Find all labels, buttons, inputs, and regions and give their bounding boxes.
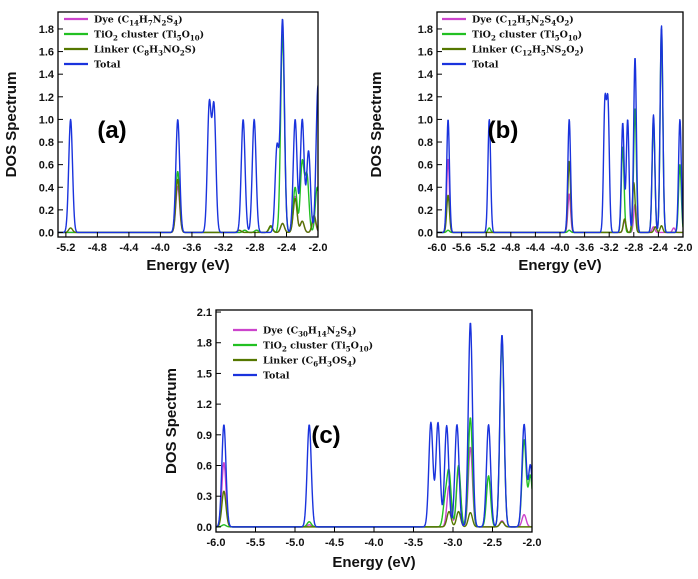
y-tick-label: 2.1 (197, 307, 212, 319)
x-tick-label: -4.0 (151, 242, 170, 254)
y-tick-label: 1.6 (418, 47, 433, 59)
y-tick-label: 0.8 (39, 137, 54, 149)
series-line-linker (437, 160, 683, 234)
series-line-total (58, 18, 318, 234)
x-tick-label: -6.0 (207, 537, 226, 549)
x-tick-label: -5.0 (286, 537, 305, 549)
y-tick-label: 1.5 (197, 368, 212, 380)
legend: Dye (C30​H14​N2​S4​) TiO2​ cluster (Ti5​O… (233, 326, 373, 382)
x-tick-label: -2.8 (624, 242, 643, 254)
y-tick-label: 0.8 (418, 137, 433, 149)
legend-entry: Linker (C8​H3​NO2​S) (94, 45, 196, 58)
panel-label: (c) (311, 422, 340, 449)
y-tick-label: 1.8 (197, 338, 212, 350)
series-group (58, 18, 318, 234)
x-tick-label: -2.0 (309, 242, 328, 254)
y-tick-label: 0.4 (418, 182, 434, 194)
x-tick-label: -4.4 (526, 242, 546, 254)
legend: Dye (C14​H7​N2​S4​) TiO2​ cluster (Ti5​O1… (64, 15, 204, 71)
series-group (437, 25, 683, 234)
y-tick-label: 0.2 (418, 205, 433, 217)
legend-entry: Total (472, 60, 499, 71)
y-tick-label: 1.2 (197, 399, 212, 411)
y-tick-label: 0.4 (39, 182, 55, 194)
x-tick-label: -2.0 (674, 242, 693, 254)
y-tick-label: 0.6 (418, 160, 433, 172)
legend-entry: Total (263, 371, 290, 382)
x-tick-label: -2.4 (277, 242, 297, 254)
x-tick-label: -2.0 (523, 537, 542, 549)
x-axis-label: Energy (eV) (146, 257, 229, 274)
x-tick-label: -2.8 (245, 242, 264, 254)
y-tick-label: 1.0 (39, 114, 54, 126)
y-tick-label: 1.4 (39, 69, 55, 81)
y-tick-label: 1.4 (418, 69, 434, 81)
legend-entry: TiO2​ cluster (Ti5​O10​) (263, 341, 373, 354)
x-tick-label: -3.2 (214, 242, 233, 254)
y-tick-label: 1.2 (418, 92, 433, 104)
x-tick-label: -2.4 (649, 242, 669, 254)
x-axis-label: Energy (eV) (518, 257, 601, 274)
y-tick-label: 1.8 (418, 24, 433, 36)
x-tick-label: -3.0 (444, 537, 463, 549)
y-tick-label: 0.2 (39, 205, 54, 217)
x-tick-label: -5.5 (246, 537, 265, 549)
series-line-dye (437, 158, 683, 234)
y-tick-label: 0.9 (197, 430, 212, 442)
panel-a: -5.2 -4.8 -4.4 -4.0 -3.6 -3.2 -2.8 -2.4 -2.0 0.0 0… (3, 11, 328, 274)
panel-c: -6.0 -5.5 -5.0 -4.5 -4.0 -3.5 -3.0 -2.5 -2.0 0.0 0… (163, 307, 541, 571)
legend-entry: Dye (C30​H14​N2​S4​) (263, 326, 356, 339)
y-tick-label: 0.6 (39, 160, 54, 172)
legend-entry: Dye (C12​H5​N2​S4​O2​) (472, 15, 574, 28)
y-axis-label: DOS Spectrum (368, 72, 385, 178)
x-axis-label: Energy (eV) (332, 554, 415, 571)
legend-entry: Dye (C14​H7​N2​S4​) (94, 15, 183, 28)
y-tick-label: 0.0 (418, 227, 433, 239)
y-tick-label: 1.0 (418, 114, 433, 126)
x-tick-label: -2.5 (483, 537, 502, 549)
x-tick-label: -6.0 (428, 242, 447, 254)
x-tick-label: -3.2 (600, 242, 619, 254)
y-axis-label: DOS Spectrum (3, 72, 20, 178)
y-tick-label: 0.6 (197, 461, 212, 473)
y-tick-label: 1.8 (39, 24, 54, 36)
legend: Dye (C12​H5​N2​S4​O2​) TiO2​ cluster (Ti5… (442, 15, 584, 71)
x-tick-label: -5.6 (452, 242, 471, 254)
panel-label: (a) (97, 117, 126, 144)
y-tick-label: 1.2 (39, 92, 54, 104)
y-tick-label: 0.0 (39, 227, 54, 239)
y-axis-label: DOS Spectrum (163, 368, 180, 474)
x-tick-label: -3.6 (575, 242, 594, 254)
legend-entry: Linker (C6​H3​OS4​) (263, 356, 356, 369)
x-tick-label: -5.2 (56, 242, 75, 254)
x-tick-label: -4.8 (501, 242, 520, 254)
panel-label: (b) (488, 117, 519, 144)
panel-b: -6.0 -5.6 -5.2 -4.8 -4.4 -4.0 -3.6 -3.2 -2.8 -2.4… (368, 11, 693, 274)
x-tick-label: -3.5 (404, 537, 423, 549)
plot-frame (57, 11, 319, 238)
x-tick-label: -3.6 (182, 242, 201, 254)
series-line-total (216, 322, 532, 528)
y-tick-label: 0.0 (197, 522, 212, 534)
series-group (216, 322, 532, 528)
x-tick-label: -4.4 (119, 242, 139, 254)
series-line-total (437, 25, 683, 234)
legend-entry: TiO2​ cluster (Ti5​O10​) (472, 30, 582, 43)
legend-entry: Linker (C12​H5​NS2​O2​) (472, 45, 584, 58)
legend-entry: Total (94, 60, 121, 71)
x-tick-label: -5.2 (477, 242, 496, 254)
x-tick-label: -4.0 (365, 537, 384, 549)
legend-entry: TiO2​ cluster (Ti5​O10​) (94, 30, 204, 43)
x-tick-label: -4.0 (551, 242, 570, 254)
x-tick-label: -4.5 (325, 537, 344, 549)
y-tick-label: 1.6 (39, 47, 54, 59)
y-tick-label: 0.3 (197, 491, 212, 503)
x-tick-label: -4.8 (88, 242, 107, 254)
